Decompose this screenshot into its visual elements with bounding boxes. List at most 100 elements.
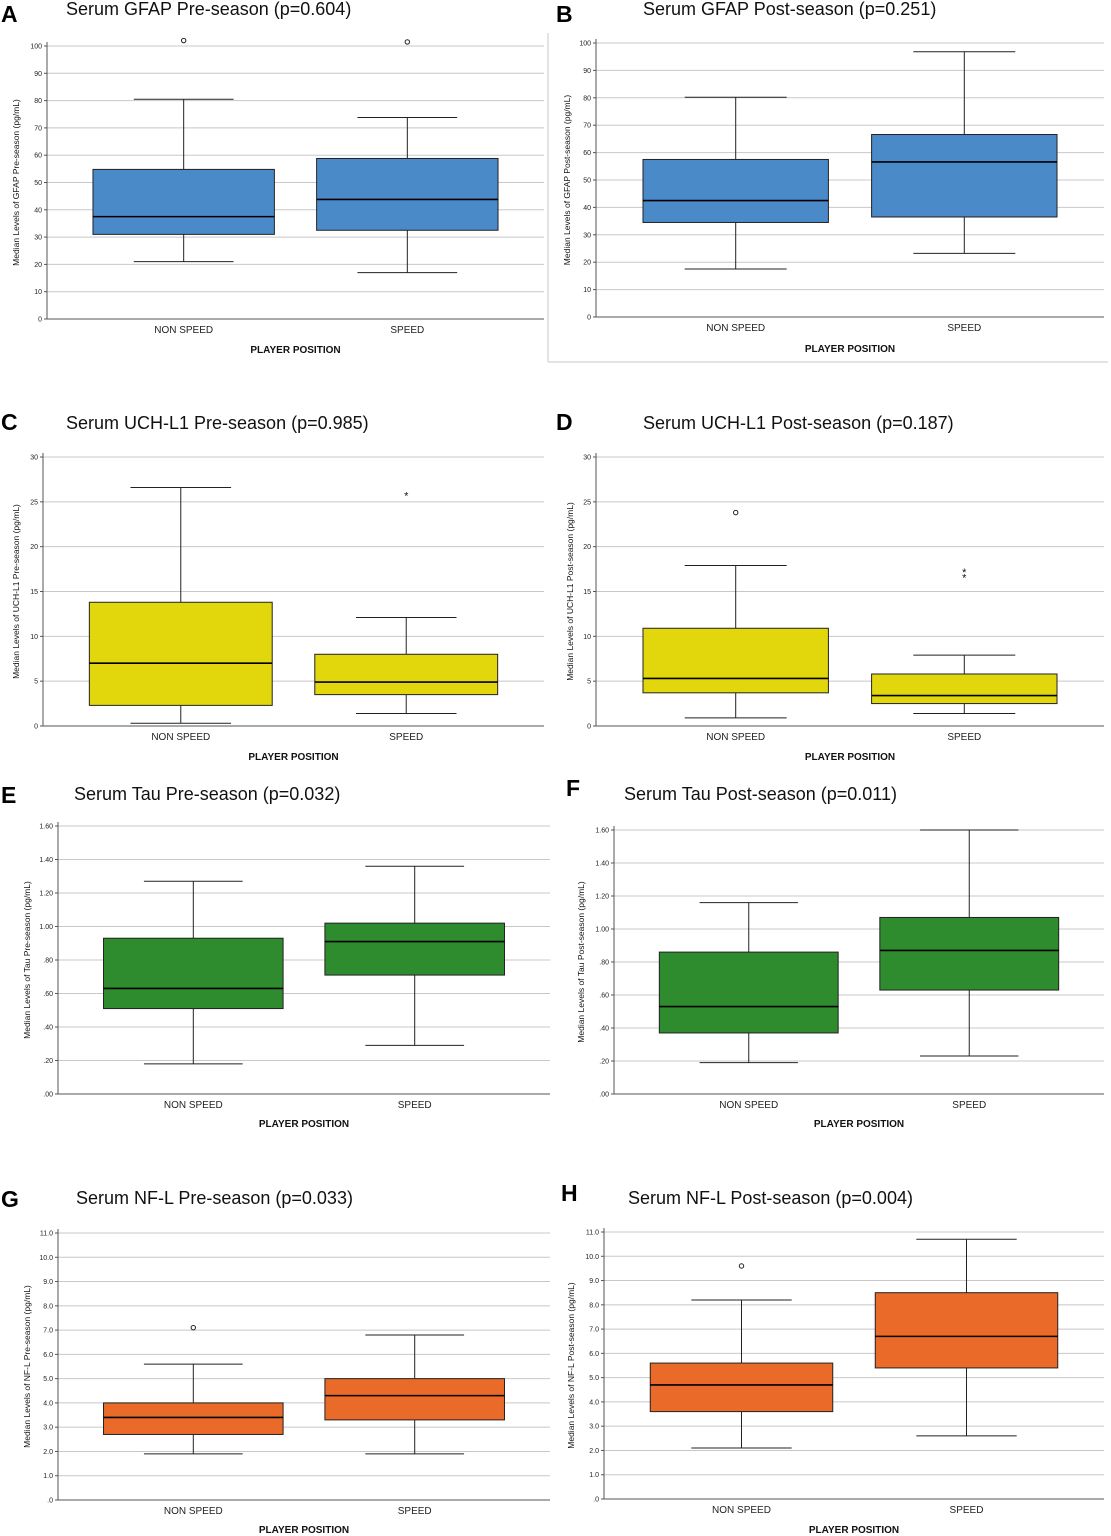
y-tick-label: .40 xyxy=(43,1025,53,1032)
panel-f: F Serum Tau Post-season (p=0.011) .00 .20 .4… xyxy=(566,775,1104,1130)
iqr-box xyxy=(103,1402,284,1435)
iqr-box xyxy=(324,1378,505,1421)
panel-letter: H xyxy=(561,1180,578,1206)
chart-title: Serum GFAP Pre-season (p=0.604) xyxy=(66,0,351,19)
y-tick-label: .60 xyxy=(43,991,53,998)
panel-letter: E xyxy=(1,782,16,808)
extreme-point: * xyxy=(404,491,409,503)
y-tick-label: 0 xyxy=(587,315,591,322)
chart-title: Serum NF-L Post-season (p=0.004) xyxy=(628,1188,913,1208)
y-tick-label: 0 xyxy=(34,724,38,731)
y-tick-label: 70 xyxy=(583,123,591,130)
y-tick-label: .20 xyxy=(43,1058,53,1065)
y-tick-label: 10 xyxy=(583,287,591,294)
panel-letter: B xyxy=(556,1,573,27)
y-tick-label: 90 xyxy=(34,71,42,78)
box-non-speed xyxy=(88,486,273,724)
y-tick-label: 100 xyxy=(30,44,42,51)
y-tick-label: .60 xyxy=(599,993,609,1000)
y-tick-label: 0 xyxy=(38,317,42,324)
outlier-point xyxy=(738,1263,745,1269)
y-tick-label: 1.60 xyxy=(595,828,609,835)
x-axis-label: PLAYER POSITION xyxy=(805,344,895,355)
y-axis-label: Median Levels of UCH-L1 Pre-season (pg/m… xyxy=(11,504,21,679)
iqr-box xyxy=(874,1292,1059,1369)
iqr-box xyxy=(324,922,505,976)
y-tick-label: 10.0 xyxy=(39,1255,53,1262)
outlier-point xyxy=(180,37,187,44)
chart-title: Serum UCH-L1 Pre-season (p=0.985) xyxy=(66,413,369,433)
y-tick-label: .0 xyxy=(593,1497,599,1504)
y-tick-label: .0 xyxy=(47,1498,53,1505)
chart-title: Serum Tau Pre-season (p=0.032) xyxy=(74,784,340,804)
y-axis-label: Median Levels of NF-L Post-season (pg/mL… xyxy=(566,1282,576,1449)
y-tick-label: 80 xyxy=(583,95,591,102)
outlier-point xyxy=(404,39,411,45)
panel-b: B Serum GFAP Post-season (p=0.251) 0 10 20 30… xyxy=(547,0,1108,363)
y-axis-label: Median Levels of UCH-L1 Post-season (pg/… xyxy=(565,502,575,681)
box-non-speed xyxy=(658,902,839,1064)
y-tick-label: 20 xyxy=(34,262,42,269)
panel-letter: A xyxy=(1,1,18,27)
chart-title: Serum GFAP Post-season (p=0.251) xyxy=(643,0,936,19)
y-tick-label: 1.20 xyxy=(595,894,609,901)
x-tick-label: NON SPEED xyxy=(164,1100,223,1111)
chart-title: Serum UCH-L1 Post-season (p=0.187) xyxy=(643,413,954,433)
x-tick-label: SPEED xyxy=(389,732,423,743)
y-tick-label: 11.0 xyxy=(40,1231,53,1238)
y-tick-label: 1.0 xyxy=(43,1473,53,1480)
y-tick-label: 10 xyxy=(583,634,591,641)
box-speed xyxy=(871,51,1058,254)
y-tick-label: 1.00 xyxy=(595,927,609,934)
y-tick-label: 5.0 xyxy=(589,1375,599,1382)
y-tick-label: .40 xyxy=(599,1026,609,1033)
x-tick-label: NON SPEED xyxy=(164,1506,223,1517)
y-tick-label: 9.0 xyxy=(589,1278,599,1285)
extreme-point: * xyxy=(962,567,967,579)
y-tick-label: .00 xyxy=(43,1092,53,1099)
x-axis-label: PLAYER POSITION xyxy=(805,752,895,763)
y-tick-label: 60 xyxy=(583,150,591,157)
y-tick-label: 40 xyxy=(34,207,42,214)
x-axis-label: PLAYER POSITION xyxy=(814,1119,904,1130)
y-tick-label: .20 xyxy=(599,1059,609,1066)
x-tick-label: SPEED xyxy=(950,1505,984,1516)
x-tick-label: NON SPEED xyxy=(712,1505,771,1516)
panel-d: D Serum UCH-L1 Post-season (p=0.187) 0 5 10 1… xyxy=(556,409,1104,763)
y-tick-label: 25 xyxy=(583,499,591,506)
box-non-speed xyxy=(103,1324,284,1455)
y-axis-label: Median Levels of NF-L Pre-season (pg/mL) xyxy=(22,1285,32,1448)
y-tick-label: 80 xyxy=(34,98,42,105)
y-tick-label: 4.0 xyxy=(589,1399,599,1406)
extreme-point: * xyxy=(962,572,967,584)
x-tick-label: NON SPEED xyxy=(719,1100,778,1111)
y-tick-label: 3.0 xyxy=(589,1424,599,1431)
y-tick-label: 10.0 xyxy=(585,1254,599,1261)
box-speed: ** xyxy=(871,567,1058,714)
chart-title: Serum NF-L Pre-season (p=0.033) xyxy=(76,1188,353,1208)
box-non-speed xyxy=(103,880,284,1065)
y-tick-label: 10 xyxy=(34,289,42,296)
y-tick-label: 8.0 xyxy=(43,1303,53,1310)
y-tick-label: 8.0 xyxy=(589,1302,599,1309)
y-tick-label: 1.0 xyxy=(589,1472,599,1479)
panel-e: E Serum Tau Pre-season (p=0.032) .00 .20 .40… xyxy=(1,782,550,1130)
box-speed: * xyxy=(314,491,499,714)
iqr-box xyxy=(871,134,1058,218)
x-tick-label: SPEED xyxy=(398,1100,432,1111)
x-axis-label: PLAYER POSITION xyxy=(248,752,338,763)
y-tick-label: 7.0 xyxy=(589,1327,599,1334)
y-tick-label: 30 xyxy=(583,232,591,239)
y-tick-label: 70 xyxy=(34,125,42,132)
box-speed xyxy=(324,1334,505,1455)
y-tick-label: 10 xyxy=(30,634,38,641)
y-tick-label: .80 xyxy=(599,960,609,967)
y-tick-label: .80 xyxy=(43,958,53,965)
y-tick-label: 4.0 xyxy=(43,1400,53,1407)
y-tick-label: 7.0 xyxy=(43,1328,53,1335)
y-tick-label: 5 xyxy=(587,679,591,686)
y-tick-label: 5 xyxy=(34,679,38,686)
y-tick-label: .00 xyxy=(599,1092,609,1099)
y-axis-label: Median Levels of Tau Post-season (pg/mL) xyxy=(576,881,586,1043)
